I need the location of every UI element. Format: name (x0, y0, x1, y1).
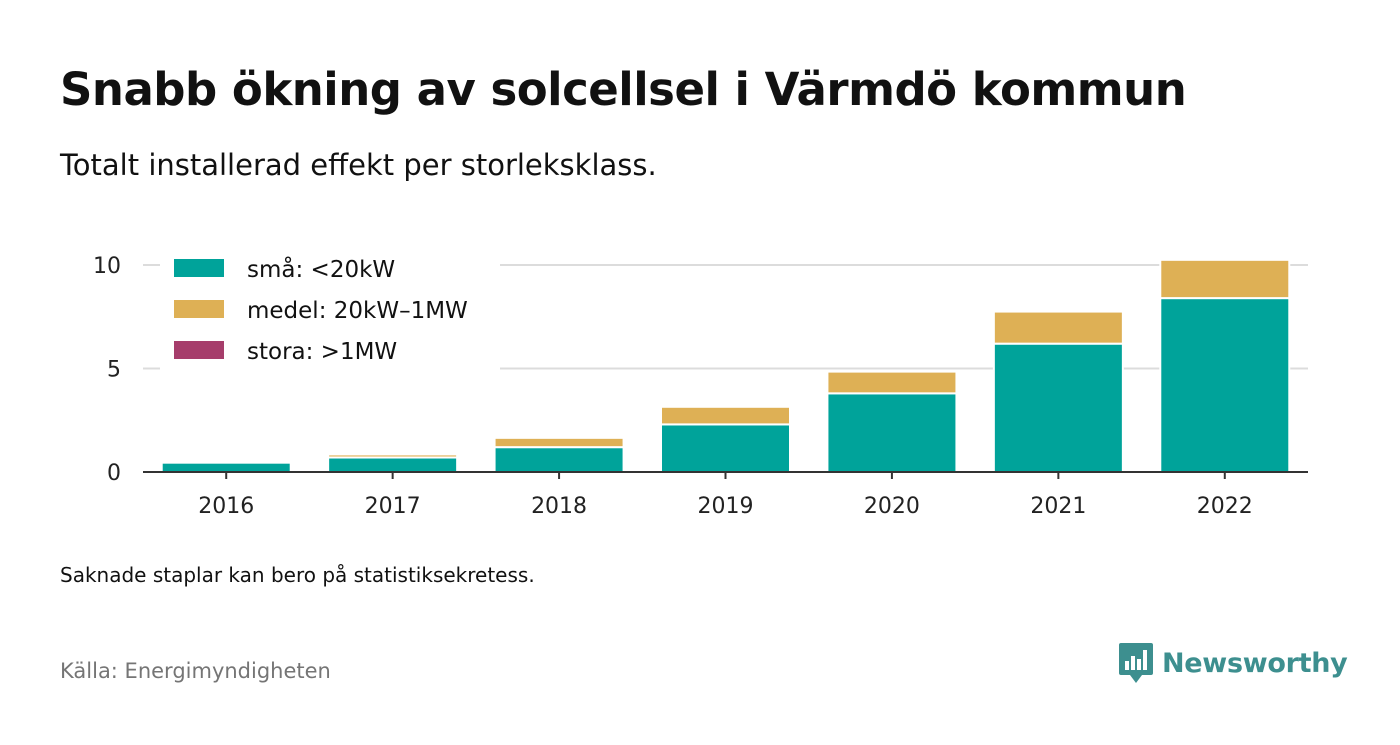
source-credit: Källa: Energimyndigheten (60, 659, 331, 683)
y-tick-label: 5 (107, 358, 121, 383)
chart-title: Snabb ökning av solcellsel i Värmdö komm… (60, 63, 1187, 116)
bar-segment (327, 456, 459, 474)
newsworthy-logo-icon (1119, 643, 1153, 683)
x-tick-label: 2019 (698, 494, 754, 519)
chart-subtitle: Totalt installerad effekt per storlekskl… (60, 148, 657, 182)
bar-segment (1159, 258, 1291, 300)
stacked-bar-chart: 0 5 10 2016 2017 2018 2019 2020 2021 2022 små: <2… (93, 244, 1308, 519)
y-tick-label: 0 (107, 461, 121, 486)
x-tick-label: 2020 (864, 494, 920, 519)
legend-label: små: <20kW (247, 255, 395, 283)
legend-swatch (174, 341, 224, 359)
x-tick-label: 2016 (198, 494, 254, 519)
brand-name: Newsworthy (1162, 647, 1348, 679)
x-tick-label: 2017 (365, 494, 421, 519)
x-tick-label: 2018 (531, 494, 587, 519)
legend-swatch (174, 300, 224, 318)
y-tick-label: 10 (93, 254, 121, 279)
footnote: Saknade staplar kan bero på statistiksek… (60, 563, 535, 587)
x-tick-label: 2021 (1030, 494, 1086, 519)
bar-segment (660, 423, 791, 474)
bar-segment (1159, 297, 1291, 473)
legend-label: medel: 20kW–1MW (247, 298, 468, 324)
bar-segment (660, 405, 791, 426)
bar-segment (992, 310, 1124, 345)
bar-segment (826, 392, 958, 473)
legend-label: stora: >1MW (247, 339, 397, 365)
legend: små: <20kW medel: 20kW–1MW stora: >1MW (160, 244, 500, 374)
x-tick-label: 2022 (1197, 494, 1253, 519)
bar-segment (493, 436, 625, 449)
bar-segment (160, 461, 292, 473)
newsworthy-brand[interactable]: Newsworthy (1118, 641, 1348, 685)
bar-segment (826, 370, 958, 395)
axes: 0 5 10 2016 2017 2018 2019 2020 2021 2022 (93, 254, 1308, 519)
bar-segment (327, 453, 459, 459)
legend-swatch (174, 259, 224, 277)
bar-segment (493, 446, 625, 474)
bar-segment (992, 342, 1124, 473)
